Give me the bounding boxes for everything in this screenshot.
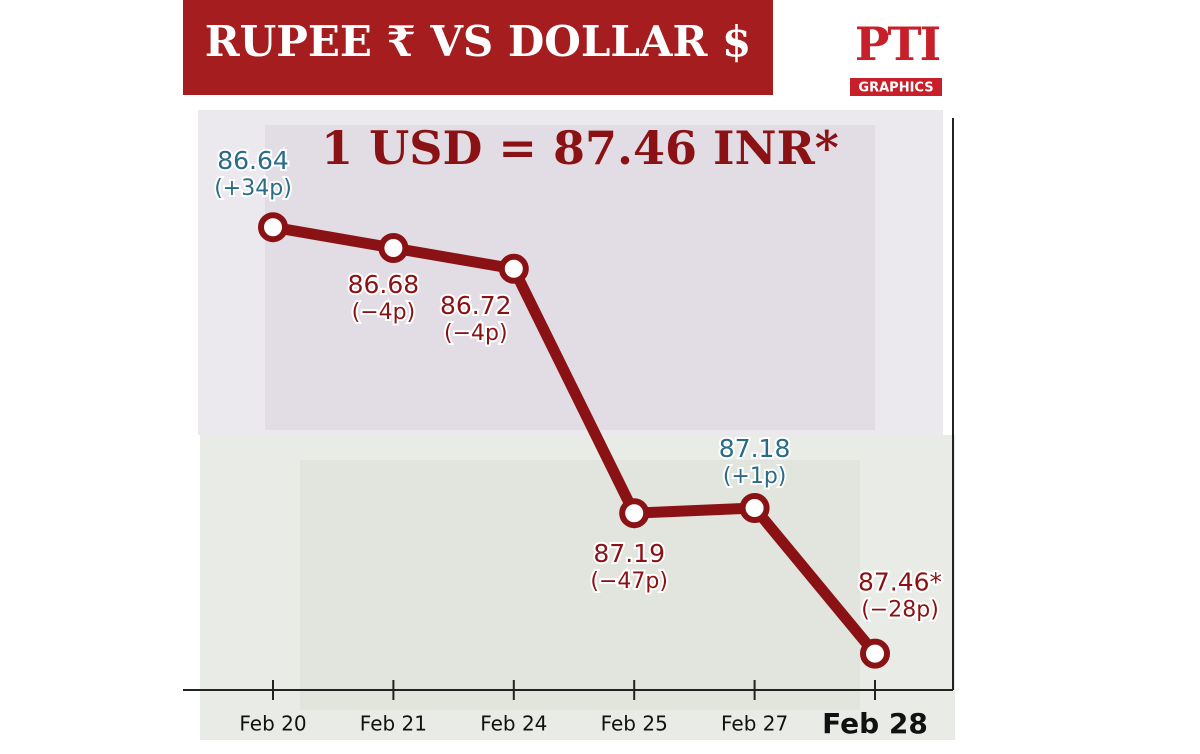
change-label: (+34p) — [214, 176, 292, 201]
change-label: (+1p) — [723, 464, 787, 489]
x-tick-label: Feb 27 — [721, 712, 788, 736]
chart-title: RUPEE ₹ VS DOLLAR $ — [205, 17, 752, 66]
headline: 1 USD = 87.46 INR* — [321, 121, 839, 175]
point — [498, 253, 529, 284]
logo-label: GRAPHICS — [858, 81, 933, 96]
x-tick-label: Feb 21 — [360, 712, 427, 736]
value-label: 86.68 — [348, 270, 420, 299]
banknote-dollar-inner — [300, 460, 860, 710]
title-banner — [183, 0, 773, 95]
value-label: 86.72 — [440, 291, 512, 320]
value-label: 86.64 — [217, 146, 289, 175]
logo-band — [850, 78, 942, 96]
point — [258, 212, 288, 243]
point — [378, 233, 409, 263]
x-tick-label: Feb 24 — [480, 712, 547, 736]
x-tick-label: Feb 20 — [239, 712, 306, 736]
logo-mark: PTI — [855, 17, 940, 71]
point — [739, 493, 770, 523]
value-label: 87.19 — [593, 539, 665, 568]
point — [619, 498, 650, 529]
value-label: 87.18 — [719, 434, 791, 463]
point — [860, 638, 890, 669]
value-label: 87.46* — [858, 568, 942, 597]
change-label: (−4p) — [444, 321, 508, 346]
change-label: (−4p) — [352, 300, 416, 325]
line — [272, 221, 880, 658]
change-label: (−47p) — [590, 569, 668, 594]
x-tick-label: Feb 28 — [822, 707, 928, 740]
change-label: (−28p) — [861, 598, 939, 623]
x-tick-label: Feb 25 — [601, 712, 668, 736]
